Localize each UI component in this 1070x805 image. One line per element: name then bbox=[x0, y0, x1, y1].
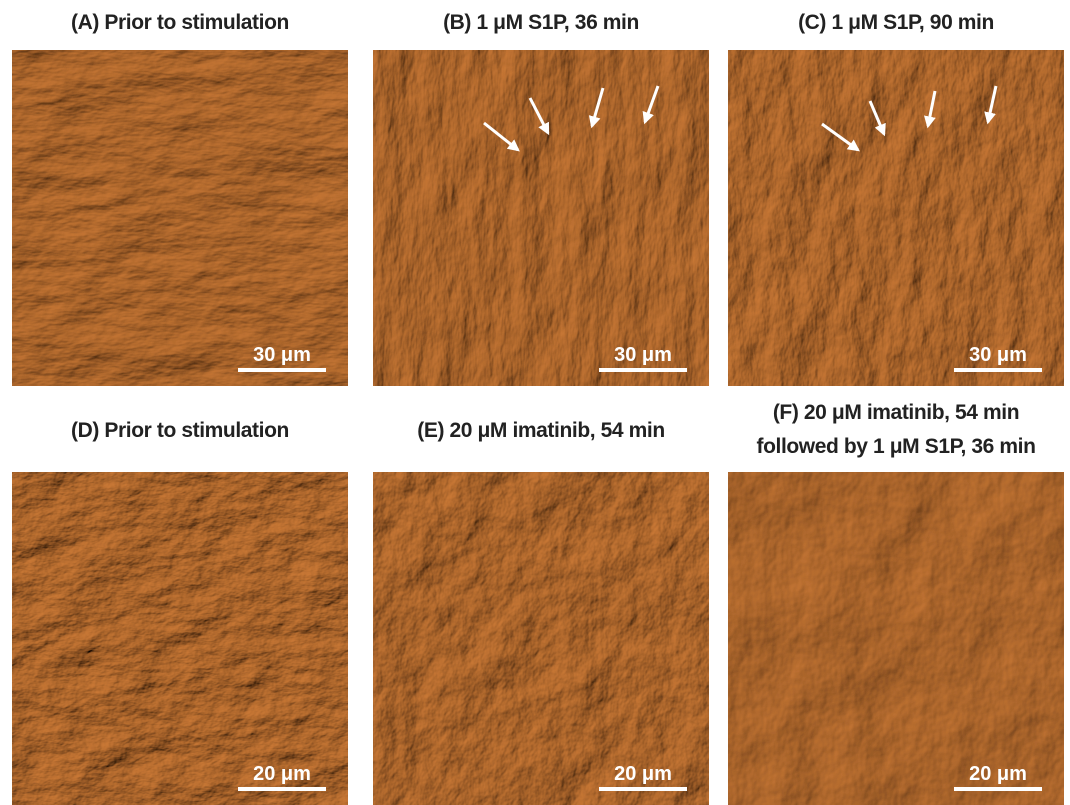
panel: (E) 20 μM imatinib, 54 min 20 μm bbox=[373, 419, 709, 805]
micrograph bbox=[12, 50, 348, 386]
panel: (D) Prior to stimulation 20 μm bbox=[12, 419, 348, 805]
panel-title: (B) 1 μM S1P, 36 min bbox=[443, 11, 639, 34]
panel: (A) Prior to stimulation 30 μm bbox=[12, 11, 348, 386]
scale-label: 20 μm bbox=[969, 763, 1027, 785]
panel-title: followed by 1 μM S1P, 36 min bbox=[756, 435, 1035, 458]
scale-label: 30 μm bbox=[614, 344, 672, 366]
figure: (A) Prior to stimulation30 μm(B) 1 μM S1… bbox=[0, 0, 1070, 805]
panel-title: (F) 20 μM imatinib, 54 min bbox=[773, 401, 1019, 424]
scale-label: 20 μm bbox=[253, 763, 311, 785]
panel-title: (E) 20 μM imatinib, 54 min bbox=[417, 419, 665, 442]
micrograph bbox=[728, 472, 1064, 805]
panel: (F) 20 μM imatinib, 54 min followed by 1 … bbox=[728, 401, 1064, 805]
scale-label: 30 μm bbox=[969, 344, 1027, 366]
panel: (B) 1 μM S1P, 36 min 30 μm bbox=[373, 11, 709, 386]
micrograph bbox=[12, 472, 348, 805]
micrograph bbox=[728, 50, 1064, 386]
scale-label: 30 μm bbox=[253, 344, 311, 366]
panel-title: (C) 1 μM S1P, 90 min bbox=[798, 11, 994, 34]
micrograph bbox=[373, 50, 709, 386]
micrograph bbox=[373, 472, 709, 805]
panel: (C) 1 μM S1P, 90 min 30 μm bbox=[728, 11, 1064, 386]
scale-label: 20 μm bbox=[614, 763, 672, 785]
panel-title: (A) Prior to stimulation bbox=[71, 11, 289, 34]
panel-title: (D) Prior to stimulation bbox=[71, 419, 289, 442]
